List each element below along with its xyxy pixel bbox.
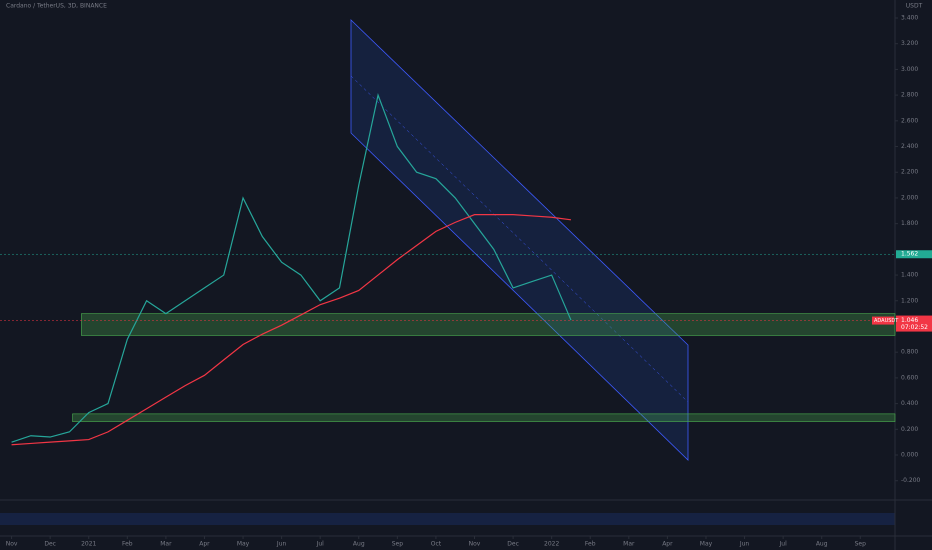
channel-mid	[350, 75, 689, 403]
y-tick-label: 2.200	[901, 169, 918, 176]
rsi-band	[0, 513, 895, 525]
chart-title: Cardano / TetherUS, 3D, BINANCE	[6, 3, 107, 10]
x-tick-label: Mar	[623, 541, 635, 548]
series-line	[11, 92, 572, 443]
support-zone	[72, 413, 896, 422]
x-tick-label: Apr	[199, 541, 210, 548]
currency: USDT	[906, 3, 923, 10]
x-tick-label: Feb	[585, 541, 596, 548]
x-tick-label: Oct	[431, 541, 442, 548]
y-tick-label: 2.400	[901, 143, 918, 150]
countdown: 07:02:52	[901, 324, 928, 331]
x-tick-label: Dec	[507, 541, 519, 548]
x-tick-label: Sep	[392, 541, 404, 548]
y-tick-label: 2.800	[901, 92, 918, 99]
x-tick-label: 2021	[81, 541, 96, 548]
x-tick-label: Jul	[779, 541, 788, 548]
y-tick-label: 0.400	[901, 400, 918, 407]
symbol-tag-bg	[872, 316, 894, 325]
x-tick-label: May	[237, 541, 250, 548]
price-tag-bg	[896, 250, 932, 259]
channel	[350, 19, 689, 461]
series-line	[11, 214, 572, 446]
price-tag-bg	[896, 315, 932, 332]
y-tick-label: 2.600	[901, 117, 918, 124]
y-tick-label: 0.800	[901, 349, 918, 356]
x-tick-label: Nov	[469, 541, 481, 548]
x-tick-label: Mar	[160, 541, 172, 548]
x-tick-label: Dec	[44, 541, 56, 548]
x-tick-label: Sep	[855, 541, 867, 548]
x-tick-label: Aug	[816, 541, 828, 548]
y-tick-label: 0.000	[901, 452, 918, 459]
price-tag: 1.562	[901, 251, 918, 258]
y-tick-label: 3.000	[901, 66, 918, 73]
y-tick-label: 1.800	[901, 220, 918, 227]
x-tick-label: Jun	[739, 541, 750, 548]
x-tick-label: Jul	[316, 541, 325, 548]
x-tick-label: May	[700, 541, 713, 548]
x-tick-label: Apr	[662, 541, 673, 548]
support-zone	[81, 313, 896, 336]
y-tick-label: 2.000	[901, 194, 918, 201]
rsi-pane	[0, 505, 895, 531]
y-tick-label: 1.200	[901, 297, 918, 304]
y-tick-label: 1.400	[901, 272, 918, 279]
y-tick-label: 3.200	[901, 40, 918, 47]
x-tick-label: Jun	[276, 541, 287, 548]
y-tick-label: -0.200	[901, 477, 921, 484]
y-tick-label: 0.600	[901, 374, 918, 381]
x-tick-label: Aug	[353, 541, 365, 548]
x-tick-label: Nov	[6, 541, 18, 548]
y-tick-label: 3.400	[901, 14, 918, 21]
x-tick-label: 2022	[544, 541, 559, 548]
symbol-tag: ADAUSDT	[874, 318, 899, 324]
y-tick-label: 0.200	[901, 426, 918, 433]
price-tag: 1.046	[901, 317, 918, 324]
x-tick-label: Feb	[122, 541, 133, 548]
